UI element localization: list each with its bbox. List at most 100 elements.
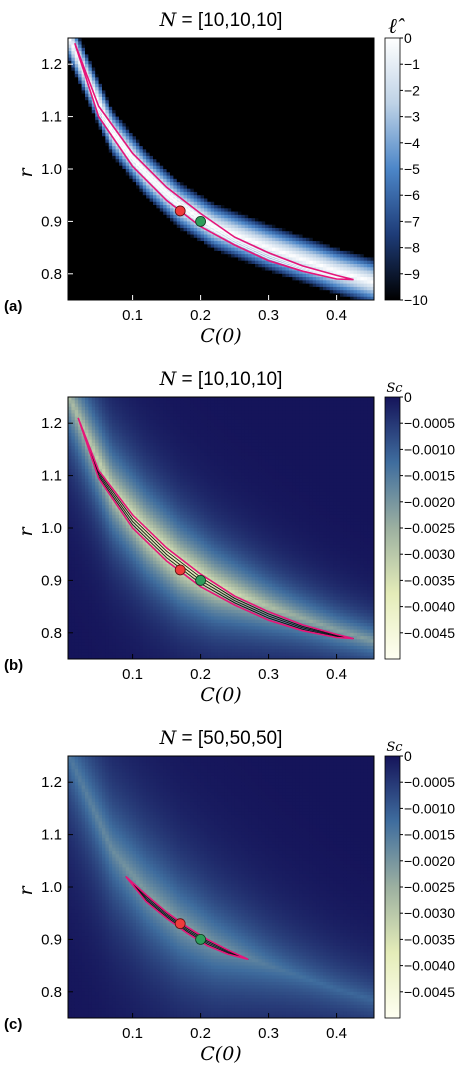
heatmap-cell xyxy=(227,280,232,285)
heatmap-cell xyxy=(68,277,72,281)
heatmap-cell xyxy=(170,296,174,300)
heatmap-cell xyxy=(176,149,181,154)
heatmap-cell xyxy=(98,172,103,177)
heatmap-cell xyxy=(71,208,76,213)
heatmap-cell xyxy=(224,296,229,300)
heatmap-cell xyxy=(71,241,76,245)
heatmap-cell xyxy=(187,234,191,239)
heatmap-cell xyxy=(166,44,171,49)
heatmap-cell xyxy=(241,234,246,239)
heatmap-cell xyxy=(258,87,263,92)
heatmap-cell xyxy=(149,260,154,265)
heatmap-cell xyxy=(197,296,202,300)
heatmap-cell xyxy=(153,146,157,150)
heatmap-cell xyxy=(112,178,117,183)
heatmap-cell xyxy=(200,116,205,121)
heatmap-cell xyxy=(153,90,157,95)
heatmap-cell xyxy=(173,38,178,42)
heatmap-cell xyxy=(108,250,113,255)
heatmap-cell xyxy=(258,227,263,232)
heatmap-cell xyxy=(102,47,106,52)
heatmap-cell xyxy=(176,44,181,49)
heatmap-cell xyxy=(193,74,198,78)
heatmap-cell xyxy=(132,208,137,213)
heatmap-cell xyxy=(146,93,151,98)
heatmap-cell xyxy=(272,250,276,255)
heatmap-cell xyxy=(136,139,140,144)
heatmap-cell xyxy=(278,77,283,82)
heatmap-cell xyxy=(272,90,276,95)
heatmap-cell xyxy=(234,113,239,118)
heatmap-cell xyxy=(115,67,120,72)
heatmap-cell xyxy=(102,64,106,69)
heatmap-cell xyxy=(224,100,229,105)
heatmap-cell xyxy=(248,280,253,285)
heatmap-cell xyxy=(173,293,178,298)
heatmap-cell xyxy=(187,231,191,236)
heatmap-cell xyxy=(265,224,270,229)
heatmap-cell xyxy=(210,149,215,154)
heatmap-cell xyxy=(224,231,229,236)
heatmap-cell xyxy=(200,41,205,46)
heatmap-cell xyxy=(197,172,202,177)
heatmap-cell xyxy=(74,159,79,164)
heatmap-cell xyxy=(163,113,168,118)
heatmap-cell xyxy=(227,178,232,183)
heatmap-cell xyxy=(183,257,188,262)
heatmap-cell xyxy=(251,146,256,150)
heatmap-cell xyxy=(136,113,140,118)
heatmap-cell xyxy=(217,44,222,49)
heatmap-cell xyxy=(136,80,140,85)
heatmap-cell xyxy=(224,241,229,245)
heatmap-cell xyxy=(95,113,100,118)
heatmap-cell xyxy=(278,80,283,85)
heatmap-cell xyxy=(149,41,154,46)
heatmap-cell xyxy=(119,257,123,262)
heatmap-cell xyxy=(275,221,280,226)
heatmap-cell xyxy=(197,201,202,206)
heatmap-cell xyxy=(190,87,195,92)
heatmap-cell xyxy=(129,254,134,259)
heatmap-cell xyxy=(221,178,225,183)
heatmap-cell xyxy=(275,87,280,92)
heatmap-cell xyxy=(261,155,266,160)
heatmap-cell xyxy=(95,41,100,46)
heatmap-cell xyxy=(146,149,151,154)
heatmap-cell xyxy=(81,152,86,157)
heatmap-cell xyxy=(139,260,144,265)
heatmap-cell xyxy=(238,191,242,196)
heatmap-cell xyxy=(268,231,273,236)
heatmap-cell xyxy=(68,257,72,262)
heatmap-cell xyxy=(129,211,134,216)
heatmap-cell xyxy=(183,155,188,160)
heatmap-cell xyxy=(122,178,127,183)
heatmap-cell xyxy=(261,237,266,242)
heatmap-cell xyxy=(163,241,168,245)
heatmap-cell xyxy=(210,100,215,105)
heatmap-cell xyxy=(153,293,157,298)
heatmap-cell xyxy=(217,214,222,219)
heatmap-cell xyxy=(153,250,157,255)
heatmap-cell xyxy=(234,70,239,75)
heatmap-cell xyxy=(244,54,249,59)
heatmap-cell xyxy=(125,231,130,236)
heatmap-cell xyxy=(221,119,225,124)
heatmap-cell xyxy=(146,178,151,183)
heatmap-cell xyxy=(204,198,208,203)
heatmap-cell xyxy=(139,139,144,144)
heatmap-cell xyxy=(210,254,215,259)
heatmap-cell xyxy=(129,38,134,42)
heatmap-cell xyxy=(91,175,96,180)
heatmap-cell xyxy=(221,296,225,300)
heatmap-cell xyxy=(102,283,106,288)
heatmap-cell xyxy=(234,41,239,46)
heatmap-cell xyxy=(217,175,222,180)
heatmap-cell xyxy=(231,280,236,285)
heatmap-cell xyxy=(149,277,154,281)
heatmap-cell xyxy=(139,224,144,229)
heatmap-cell xyxy=(105,185,110,190)
heatmap-cell xyxy=(81,296,86,300)
heatmap-cell xyxy=(176,237,181,242)
heatmap-cell xyxy=(91,247,96,252)
heatmap-cell xyxy=(105,234,110,239)
